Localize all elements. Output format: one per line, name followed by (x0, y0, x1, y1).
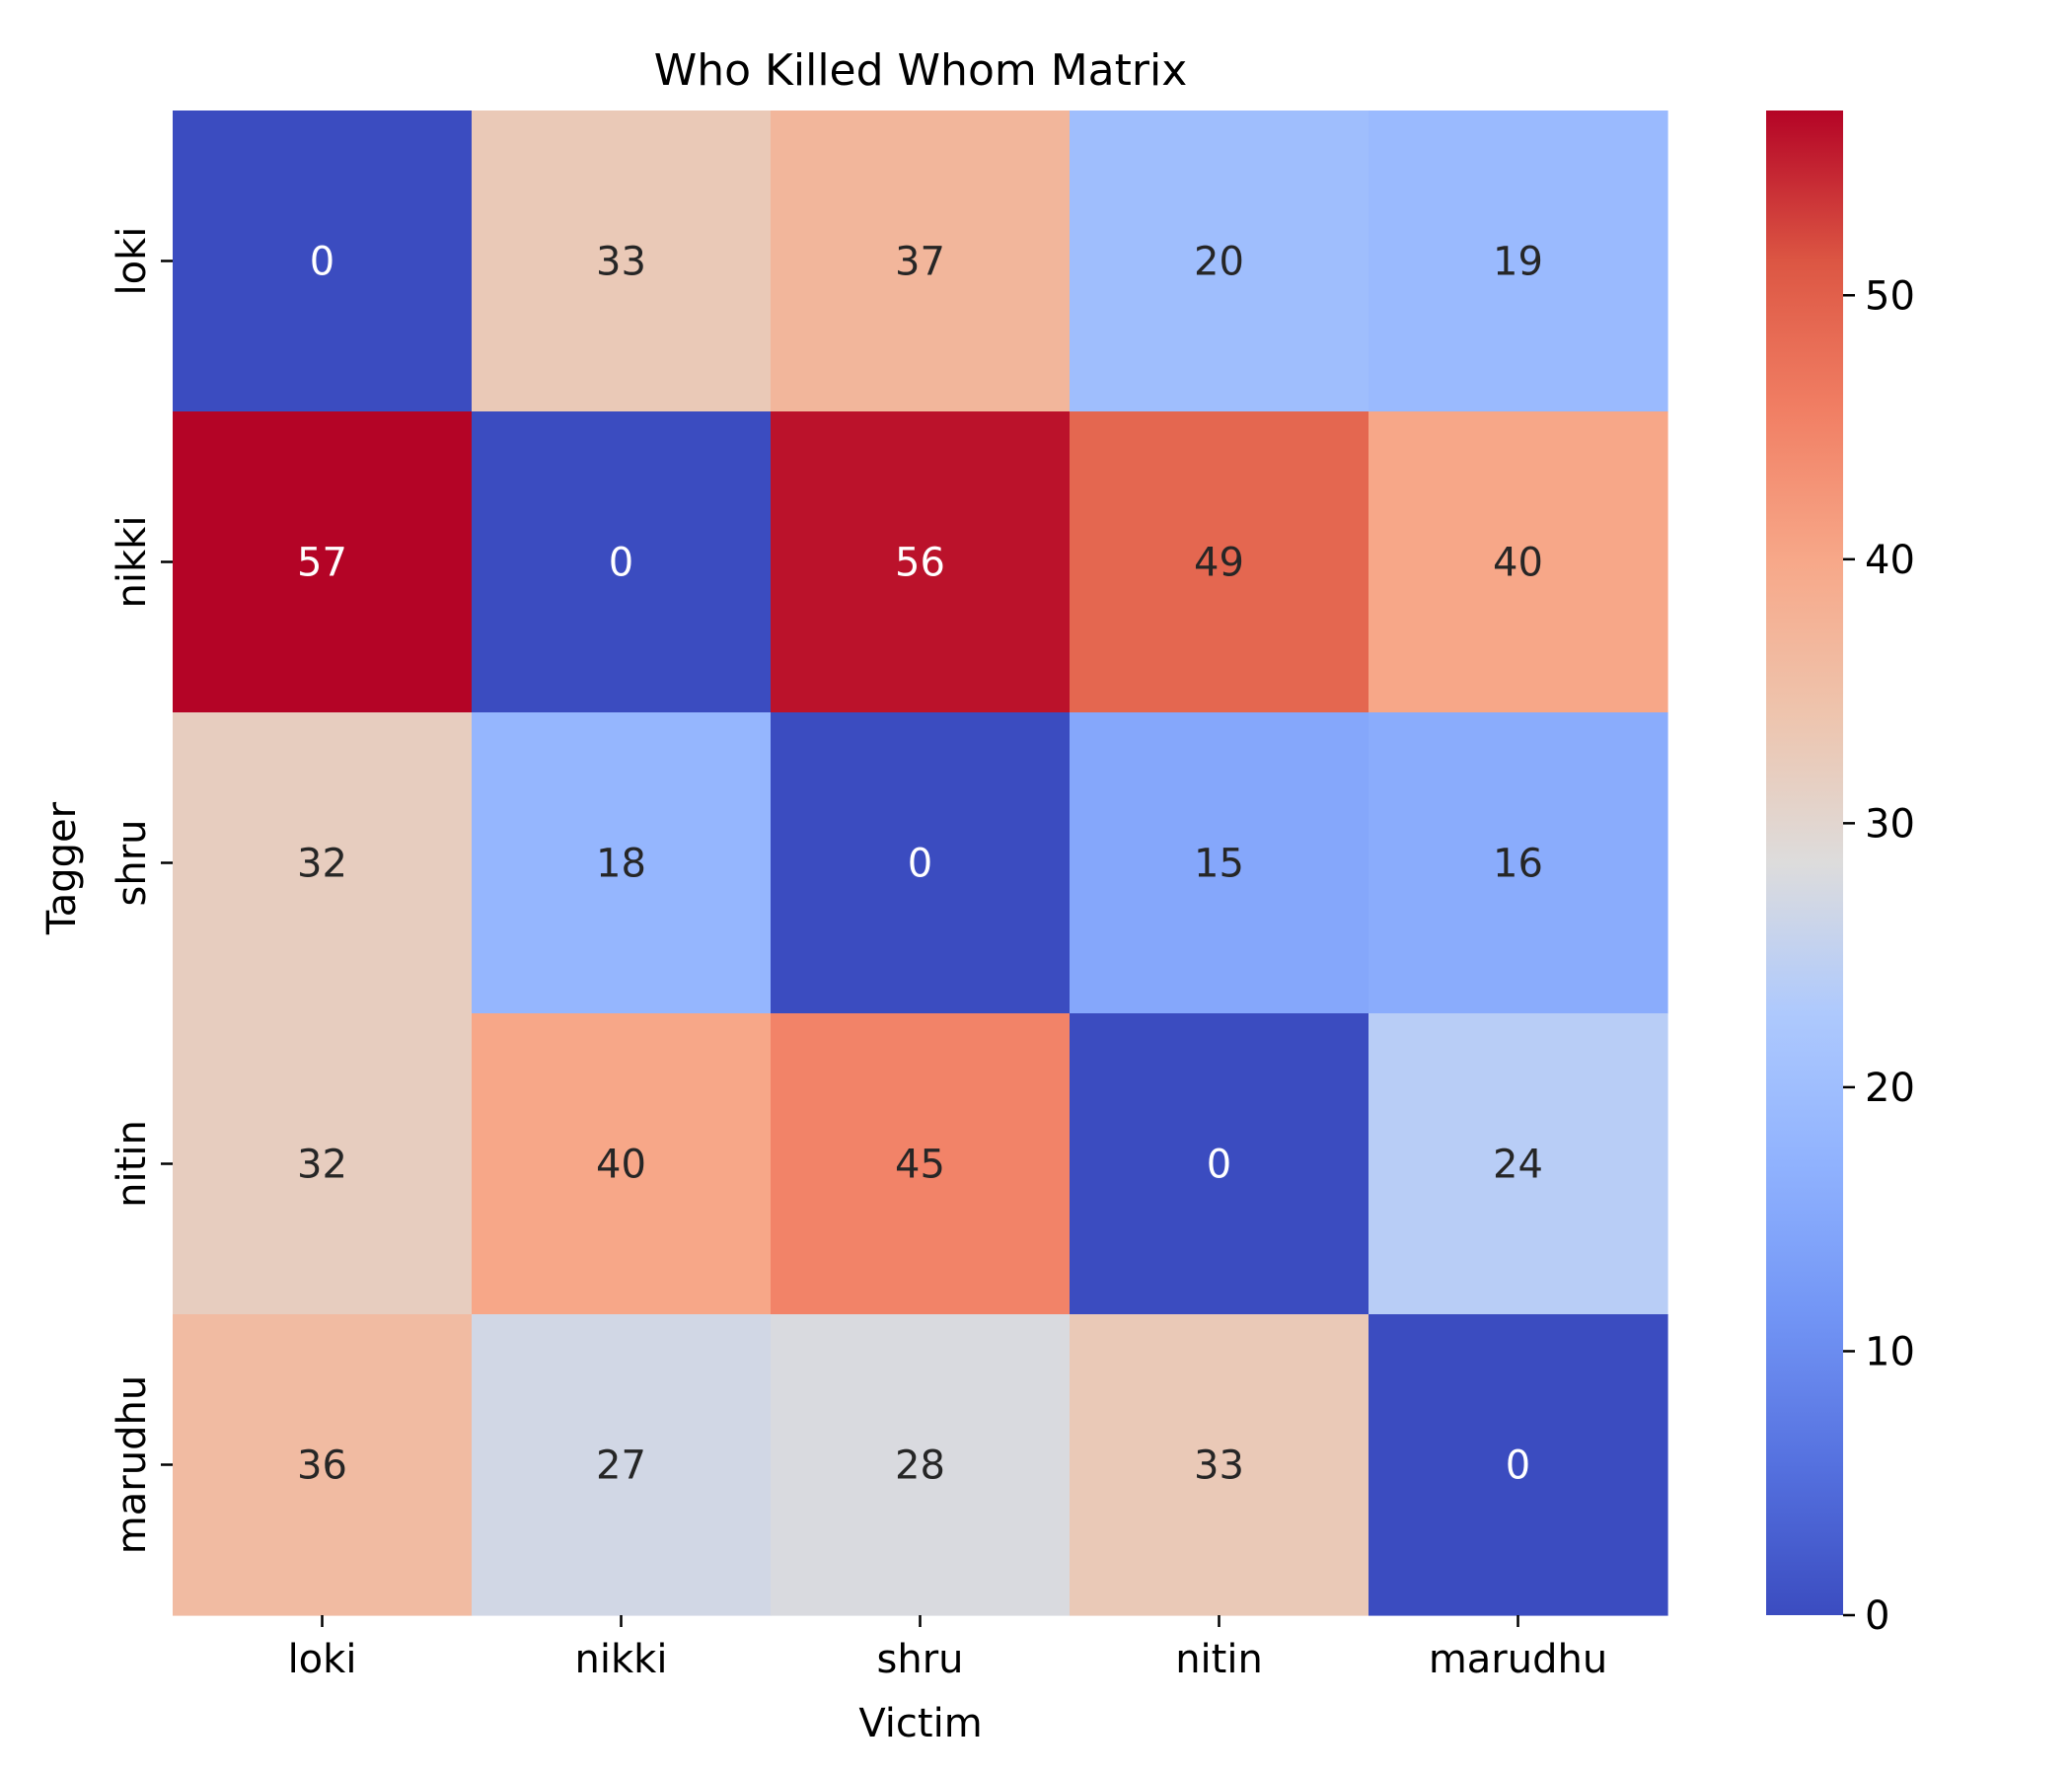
chart-title: Who Killed Whom Matrix (654, 45, 1188, 96)
x-tick-label-nikki: nikki (575, 1637, 668, 1682)
heatmap-cell-r2-c4 (1369, 712, 1668, 1014)
x-tick-label-loki: loki (288, 1637, 357, 1682)
cell-value-r4-c4: 0 (1506, 1443, 1530, 1489)
cell-value-r2-c4: 16 (1493, 842, 1543, 887)
heatmap-cells: 0 33 37 20 19 57 0 56 49 40 32 18 0 15 16 32 40 45 0 24 36 27… (173, 111, 1668, 1616)
colorbar-tick-label-20: 20 (1865, 1066, 1915, 1111)
heatmap-cell-r1-c3 (1070, 411, 1369, 713)
heatmap-cell-r0-c4 (1369, 111, 1668, 412)
cell-value-r1-c1: 0 (609, 541, 633, 586)
cell-value-r3-c1: 40 (596, 1143, 646, 1188)
cell-value-r2-c0: 32 (297, 842, 347, 887)
colorbar-tick-label-50: 50 (1865, 273, 1915, 319)
heatmap-cell-r4-c0 (173, 1314, 473, 1616)
cell-value-r3-c2: 45 (895, 1143, 945, 1188)
y-tick-label-marudhu: marudhu (110, 1375, 155, 1554)
cell-value-r2-c1: 18 (596, 842, 646, 887)
cell-value-r2-c2: 0 (908, 842, 932, 887)
colorbar-tick-label-40: 40 (1865, 538, 1915, 583)
cell-value-r4-c0: 36 (297, 1443, 347, 1489)
cell-value-r3-c3: 0 (1207, 1143, 1231, 1188)
y-axis-label: Tagger (39, 801, 85, 935)
cell-value-r1-c3: 49 (1194, 541, 1244, 586)
heatmap-cell-r3-c4 (1369, 1013, 1668, 1315)
y-tick-label-shru: shru (110, 820, 155, 907)
cell-value-r3-c0: 32 (297, 1143, 347, 1188)
heatmap-cell-r1-c0 (173, 411, 473, 713)
cell-value-r1-c0: 57 (297, 541, 347, 586)
heatmap-cell-r1-c4 (1369, 411, 1668, 713)
heatmap-cell-r3-c2 (771, 1013, 1071, 1315)
cell-value-r2-c3: 15 (1194, 842, 1244, 887)
heatmap-cell-r0-c0 (173, 111, 473, 412)
cell-value-r0-c2: 37 (895, 240, 945, 285)
y-tick-label-loki: loki (110, 227, 155, 296)
heatmap-cell-r2-c0 (173, 712, 473, 1014)
cell-value-r3-c4: 24 (1493, 1143, 1543, 1188)
heatmap-cell-r2-c1 (472, 712, 772, 1014)
heatmap-cell-r4-c2 (771, 1314, 1071, 1616)
cell-value-r0-c4: 19 (1493, 240, 1543, 285)
cell-value-r4-c3: 33 (1194, 1443, 1244, 1489)
heatmap-cell-r1-c2 (771, 411, 1071, 713)
heatmap-cell-r1-c1 (472, 411, 772, 713)
colorbar-tick-label-30: 30 (1865, 801, 1915, 847)
colorbar-tick-label-0: 0 (1865, 1593, 1889, 1639)
heatmap-cell-r3-c0 (173, 1013, 473, 1315)
heatmap-cell-r4-c4 (1369, 1314, 1668, 1616)
y-tick-label-nitin: nitin (110, 1120, 155, 1208)
heatmap-cell-r3-c1 (472, 1013, 772, 1315)
heatmap-cell-r2-c2 (771, 712, 1071, 1014)
cell-value-r0-c0: 0 (310, 240, 334, 285)
heatmap-cell-r2-c3 (1070, 712, 1369, 1014)
heatmap-cell-r4-c3 (1070, 1314, 1369, 1616)
x-axis: loki nikki shru nitin marudhu (288, 1615, 1607, 1682)
colorbar-gradient (1766, 111, 1843, 1615)
cell-value-r1-c4: 40 (1493, 541, 1543, 586)
heatmap-cell-r0-c2 (771, 111, 1071, 412)
x-axis-label: Victim (858, 1701, 982, 1746)
cell-value-r0-c1: 33 (596, 240, 646, 285)
cell-value-r1-c2: 56 (895, 541, 945, 586)
cell-value-r0-c3: 20 (1194, 240, 1244, 285)
y-axis: loki nikki shru nitin marudhu (110, 227, 173, 1554)
x-tick-label-shru: shru (877, 1637, 964, 1682)
x-tick-label-marudhu: marudhu (1429, 1637, 1607, 1682)
x-tick-label-nitin: nitin (1175, 1637, 1263, 1682)
cell-value-r4-c1: 27 (596, 1443, 646, 1489)
heatmap-cell-r0-c3 (1070, 111, 1369, 412)
colorbar-tick-label-10: 10 (1865, 1329, 1915, 1374)
cell-value-r4-c2: 28 (895, 1443, 945, 1489)
heatmap-cell-r0-c1 (472, 111, 772, 412)
heatmap-cell-r4-c1 (472, 1314, 772, 1616)
heatmap-cell-r3-c3 (1070, 1013, 1369, 1315)
y-tick-label-nikki: nikki (110, 516, 155, 609)
colorbar: 0 10 20 30 40 50 (1766, 111, 1915, 1639)
